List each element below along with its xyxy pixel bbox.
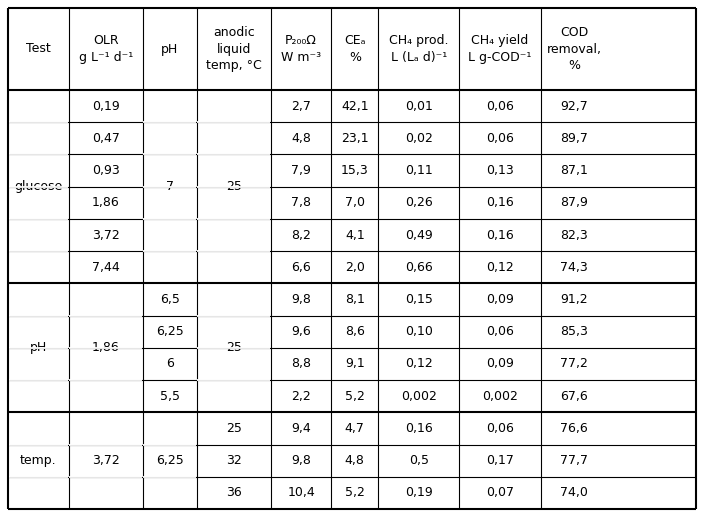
Text: 3,72: 3,72 (92, 454, 120, 467)
Text: 9,1: 9,1 (345, 357, 365, 371)
Text: 0,06: 0,06 (486, 132, 514, 145)
Text: 4,8: 4,8 (291, 132, 311, 145)
Text: 77,2: 77,2 (560, 357, 588, 371)
Text: 0,10: 0,10 (405, 325, 433, 338)
Text: 0,12: 0,12 (486, 261, 514, 274)
Text: 89,7: 89,7 (560, 132, 588, 145)
Text: 6,25: 6,25 (156, 325, 184, 338)
Text: 0,002: 0,002 (482, 390, 518, 402)
Text: pH: pH (30, 341, 47, 354)
Text: 87,9: 87,9 (560, 196, 588, 209)
Text: 5,5: 5,5 (160, 390, 180, 402)
Text: 25: 25 (226, 422, 241, 435)
Text: 2,7: 2,7 (291, 100, 311, 113)
Text: 8,2: 8,2 (291, 229, 311, 242)
Text: P₂₀₀Ω
W m⁻³: P₂₀₀Ω W m⁻³ (281, 34, 321, 64)
Text: 15,3: 15,3 (341, 164, 369, 177)
Text: 32: 32 (226, 454, 241, 467)
Text: CH₄ yield
L g-COD⁻¹: CH₄ yield L g-COD⁻¹ (468, 34, 532, 64)
Text: 2,0: 2,0 (345, 261, 365, 274)
Text: 76,6: 76,6 (560, 422, 588, 435)
Text: 0,01: 0,01 (405, 100, 433, 113)
Text: 0,13: 0,13 (486, 164, 514, 177)
Text: 25: 25 (226, 341, 241, 354)
Text: 77,7: 77,7 (560, 454, 589, 467)
Text: 92,7: 92,7 (560, 100, 588, 113)
Text: 0,07: 0,07 (486, 486, 514, 500)
Text: 0,16: 0,16 (486, 229, 514, 242)
Text: CH₄ prod.
L (Lₐ d)⁻¹: CH₄ prod. L (Lₐ d)⁻¹ (389, 34, 448, 64)
Text: 87,1: 87,1 (560, 164, 588, 177)
Text: 74,3: 74,3 (560, 261, 588, 274)
Text: 0,002: 0,002 (401, 390, 436, 402)
Text: CEₐ
%: CEₐ % (344, 34, 365, 64)
Text: 0,17: 0,17 (486, 454, 514, 467)
Text: 1,86: 1,86 (92, 196, 120, 209)
Text: 36: 36 (226, 486, 241, 500)
Text: 7: 7 (165, 180, 174, 193)
Text: 6,5: 6,5 (160, 293, 180, 306)
Text: 25: 25 (226, 180, 241, 193)
Text: 0,15: 0,15 (405, 293, 433, 306)
Text: 0,49: 0,49 (405, 229, 433, 242)
Text: 8,6: 8,6 (345, 325, 365, 338)
Text: 91,2: 91,2 (560, 293, 588, 306)
Text: 67,6: 67,6 (560, 390, 588, 402)
Text: 0,93: 0,93 (92, 164, 120, 177)
Text: OLR
g L⁻¹ d⁻¹: OLR g L⁻¹ d⁻¹ (79, 34, 133, 64)
Text: 8,1: 8,1 (345, 293, 365, 306)
Text: 0,11: 0,11 (405, 164, 433, 177)
Text: COD
removal,
%: COD removal, % (547, 26, 602, 72)
Text: 9,6: 9,6 (291, 325, 311, 338)
Text: anodic
liquid
temp, °C: anodic liquid temp, °C (206, 26, 262, 72)
Text: 7,9: 7,9 (291, 164, 311, 177)
Text: 0,12: 0,12 (405, 357, 433, 371)
Text: 0,09: 0,09 (486, 293, 514, 306)
Text: 0,06: 0,06 (486, 100, 514, 113)
Text: 7,0: 7,0 (345, 196, 365, 209)
Text: 10,4: 10,4 (287, 486, 315, 500)
Text: 9,8: 9,8 (291, 293, 311, 306)
Text: 0,16: 0,16 (405, 422, 433, 435)
Text: 7,8: 7,8 (291, 196, 311, 209)
Text: 9,4: 9,4 (291, 422, 311, 435)
Text: 85,3: 85,3 (560, 325, 588, 338)
Text: temp.: temp. (20, 454, 56, 467)
Text: 0,66: 0,66 (405, 261, 433, 274)
Text: 0,16: 0,16 (486, 196, 514, 209)
Text: 6,25: 6,25 (156, 454, 184, 467)
Text: pH: pH (161, 43, 178, 56)
Text: 8,8: 8,8 (291, 357, 311, 371)
Text: 9,8: 9,8 (291, 454, 311, 467)
Text: 0,06: 0,06 (486, 325, 514, 338)
Text: 4,8: 4,8 (345, 454, 365, 467)
Text: 5,2: 5,2 (345, 486, 365, 500)
Text: 2,2: 2,2 (291, 390, 311, 402)
Text: 82,3: 82,3 (560, 229, 588, 242)
Text: 7,44: 7,44 (92, 261, 120, 274)
Text: 1,86: 1,86 (92, 341, 120, 354)
Text: 4,1: 4,1 (345, 229, 365, 242)
Text: 0,26: 0,26 (405, 196, 433, 209)
Text: 0,5: 0,5 (409, 454, 429, 467)
Text: 0,09: 0,09 (486, 357, 514, 371)
Text: 0,06: 0,06 (486, 422, 514, 435)
Text: glucose: glucose (14, 180, 63, 193)
Text: 0,19: 0,19 (405, 486, 433, 500)
Text: 6,6: 6,6 (291, 261, 311, 274)
Text: 4,7: 4,7 (345, 422, 365, 435)
Text: Test: Test (26, 43, 51, 56)
Text: 74,0: 74,0 (560, 486, 588, 500)
Text: 5,2: 5,2 (345, 390, 365, 402)
Text: 0,02: 0,02 (405, 132, 433, 145)
Text: 0,47: 0,47 (92, 132, 120, 145)
Text: 3,72: 3,72 (92, 229, 120, 242)
Text: 0,19: 0,19 (92, 100, 120, 113)
Text: 6: 6 (165, 357, 174, 371)
Text: 42,1: 42,1 (341, 100, 369, 113)
Text: 23,1: 23,1 (341, 132, 369, 145)
